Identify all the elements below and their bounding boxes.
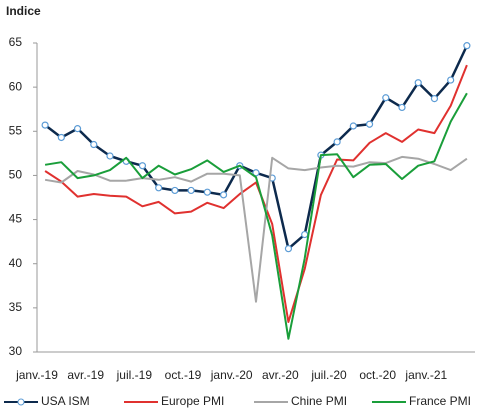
- x-tick-label: janv.-19: [15, 368, 58, 382]
- point: [398, 103, 406, 112]
- x-tick-label: juil.-20: [310, 368, 347, 382]
- series-line: [44, 92, 468, 340]
- y-tick-label: 45: [9, 212, 23, 226]
- y-tick-label: 65: [9, 35, 23, 49]
- point: [414, 79, 422, 87]
- legend-label: France PMI: [409, 394, 471, 408]
- x-tick-label: oct.-20: [359, 368, 396, 382]
- point: [90, 140, 98, 149]
- series-line: [44, 155, 468, 303]
- point: [155, 184, 163, 192]
- y-tick-label: 30: [9, 344, 23, 358]
- point: [382, 94, 390, 102]
- point: [463, 42, 471, 50]
- point: [349, 122, 357, 130]
- point: [365, 120, 374, 128]
- point: [447, 76, 455, 84]
- point: [301, 230, 309, 239]
- point: [73, 125, 82, 133]
- x-tick-label: avr.-19: [67, 368, 104, 382]
- chart-title: Indice: [6, 4, 41, 18]
- y-tick-label: 55: [9, 123, 23, 137]
- point: [203, 188, 211, 196]
- point: [333, 138, 341, 146]
- y-tick-label: 60: [9, 79, 23, 93]
- point: [57, 133, 65, 142]
- point: [187, 186, 195, 195]
- point: [252, 169, 260, 177]
- series-line: [44, 64, 468, 323]
- legend-label: Chine PMI: [291, 394, 347, 408]
- x-tick-label: janv.-21: [404, 368, 447, 382]
- y-tick-label: 50: [9, 168, 23, 182]
- point: [41, 121, 49, 129]
- x-tick-label: oct.-19: [165, 368, 202, 382]
- point: [219, 191, 228, 199]
- x-tick-label: janv.-20: [210, 368, 253, 382]
- series-line: [44, 45, 469, 250]
- point: [171, 186, 179, 195]
- x-tick-label: avr.-20: [262, 368, 299, 382]
- point: [430, 95, 439, 103]
- y-tick-label: 35: [9, 300, 23, 314]
- legend-label: Europe PMI: [161, 394, 224, 408]
- legend-label: USA ISM: [41, 394, 90, 408]
- point: [138, 162, 147, 170]
- y-tick-label: 40: [9, 256, 23, 270]
- point: [106, 152, 114, 160]
- point: [284, 245, 293, 253]
- x-tick-label: juil.-19: [116, 368, 153, 382]
- legend-marker: [17, 398, 25, 406]
